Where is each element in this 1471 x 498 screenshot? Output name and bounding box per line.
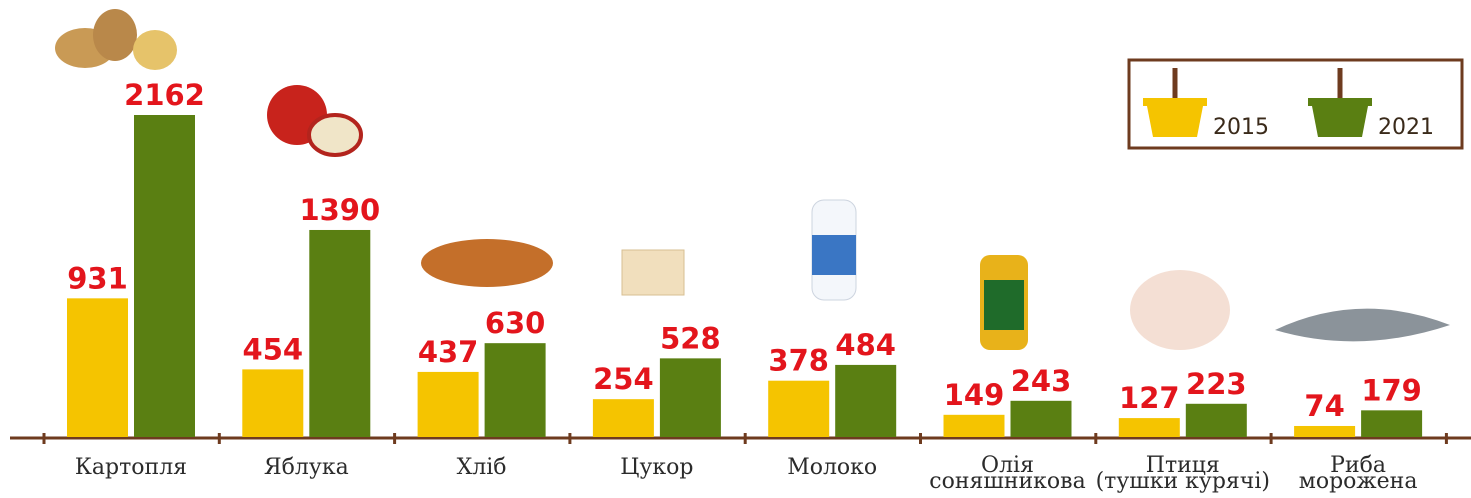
bar xyxy=(1294,426,1355,437)
value-label: 74 xyxy=(1304,389,1344,423)
chart: 2015 2021 931 2162 454 1390 437630 254528 37848… xyxy=(0,0,1471,498)
legend-basket xyxy=(1312,106,1368,137)
category-label: Молоко xyxy=(744,457,920,479)
value-label: 437 xyxy=(418,335,479,369)
bar xyxy=(418,372,479,437)
value-label: 254 xyxy=(593,362,654,396)
bar xyxy=(1011,401,1072,437)
legend-basket-rim xyxy=(1308,98,1372,106)
bar xyxy=(1186,404,1247,437)
category-label: Олія соняшникова xyxy=(920,458,1096,490)
value-label: 127 xyxy=(1119,381,1180,415)
value-label: 2162 xyxy=(124,78,205,112)
value-label: 931 xyxy=(67,261,128,295)
value-label: 454 xyxy=(243,332,304,366)
category-label: Яблука xyxy=(218,457,394,479)
category-label: Птиця (тушки курячі) xyxy=(1095,458,1271,490)
legend-basket-rim xyxy=(1143,98,1207,106)
category-label: Риба морожена xyxy=(1270,458,1446,490)
category-label: Цукор xyxy=(569,457,745,479)
value-label: 149 xyxy=(944,378,1005,412)
bar xyxy=(134,115,195,437)
bar xyxy=(67,298,128,437)
category-label: Картопля xyxy=(43,457,219,479)
legend-label: 2015 xyxy=(1213,115,1269,140)
value-label: 179 xyxy=(1361,373,1422,407)
bar xyxy=(593,399,654,437)
bar xyxy=(768,381,829,437)
legend-basket xyxy=(1147,106,1203,137)
legend: 2015 2021 xyxy=(1129,60,1462,148)
bar xyxy=(944,415,1005,437)
value-label: 528 xyxy=(660,321,721,355)
value-label: 630 xyxy=(485,306,546,340)
bar xyxy=(242,369,303,437)
bar xyxy=(1119,418,1180,437)
value-label: 1390 xyxy=(299,193,380,227)
bar xyxy=(485,343,546,437)
bar xyxy=(835,365,896,437)
bar xyxy=(1361,410,1422,437)
bar xyxy=(660,358,721,437)
value-label: 484 xyxy=(835,328,896,362)
chart-canvas: 2015 2021 931 2162 454 1390 437630 254528 37848… xyxy=(0,0,1471,498)
value-label: 378 xyxy=(768,344,829,378)
category-label: Хліб xyxy=(394,457,570,479)
legend-label: 2021 xyxy=(1378,115,1434,140)
value-label: 223 xyxy=(1186,367,1247,401)
bar xyxy=(309,230,370,437)
value-label: 243 xyxy=(1011,364,1072,398)
